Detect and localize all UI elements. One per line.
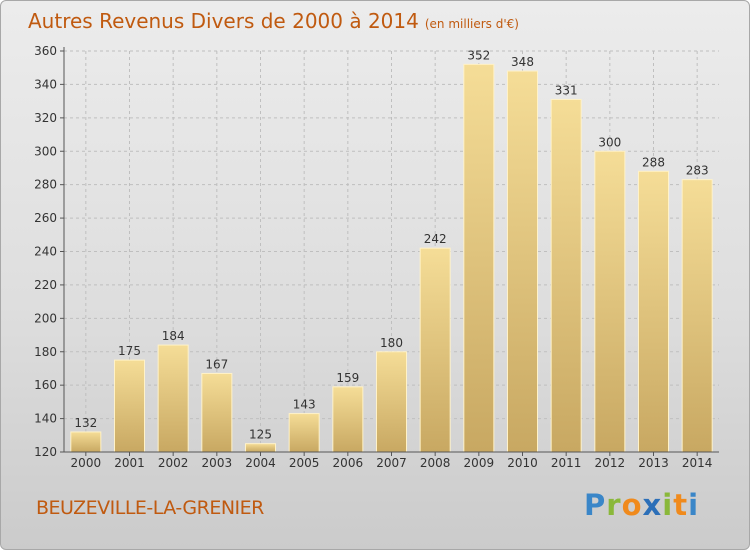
y-tick-label-280: 280: [34, 178, 57, 192]
value-label-2000: 132: [74, 416, 97, 430]
logo-letter-1: r: [606, 488, 622, 522]
value-label-2010: 348: [511, 55, 534, 69]
bar-2005: [288, 413, 320, 453]
bar-2009: [463, 63, 495, 453]
bar-2003: [201, 372, 233, 453]
y-tick-label-240: 240: [34, 245, 57, 259]
chart-title-text: Autres Revenus Divers de 2000 à 2014: [28, 9, 419, 33]
bar-2001: [114, 359, 145, 453]
x-tick-label-2008: 2008: [420, 456, 451, 470]
x-tick-label-2012: 2012: [595, 456, 626, 470]
x-tick-label-2002: 2002: [158, 456, 189, 470]
value-label-2005: 143: [293, 398, 316, 412]
value-label-2001: 175: [118, 344, 141, 358]
bar-2014: [681, 179, 713, 453]
value-label-2012: 300: [598, 135, 621, 149]
y-tick-label-160: 160: [34, 378, 57, 392]
x-tick-label-2009: 2009: [464, 456, 495, 470]
x-tick-label-2000: 2000: [71, 456, 102, 470]
bar-2006: [332, 386, 364, 453]
x-tick-label-2007: 2007: [376, 456, 407, 470]
bar-2012: [594, 150, 626, 453]
chart-subtitle: (en milliers d'€): [424, 17, 519, 31]
y-tick-label-360: 360: [34, 44, 57, 58]
y-tick-label-300: 300: [34, 144, 57, 158]
bar-2007: [376, 351, 407, 453]
logo-letter-0: P: [584, 488, 607, 522]
y-tick-label-260: 260: [34, 211, 57, 225]
bar-2008: [419, 247, 451, 453]
logo-letter-5: t: [673, 488, 689, 522]
value-label-2008: 242: [424, 232, 447, 246]
value-label-2007: 180: [380, 336, 403, 350]
logo-letter-2: o: [621, 488, 643, 522]
x-tick-label-2004: 2004: [245, 456, 276, 470]
x-tick-label-2013: 2013: [638, 456, 669, 470]
y-tick-label-200: 200: [34, 311, 57, 325]
y-tick-label-140: 140: [34, 412, 57, 426]
y-tick-label-340: 340: [34, 77, 57, 91]
bar-2011: [550, 98, 582, 453]
chart-title: Autres Revenus Divers de 2000 à 2014 (en …: [28, 9, 519, 33]
value-label-2009: 352: [467, 48, 490, 62]
logo-letter-4: i: [662, 488, 674, 522]
proxiti-logo: Proxiti: [584, 488, 699, 522]
bar-2000: [70, 431, 102, 453]
logo-letter-6: i: [688, 488, 700, 522]
y-tick-label-320: 320: [34, 111, 57, 125]
bar-2013: [638, 170, 669, 453]
value-label-2004: 125: [249, 428, 272, 442]
y-tick-label-220: 220: [34, 278, 57, 292]
bar-2002: [157, 344, 189, 453]
axes: 120 140 160 180 200 220 240 260 280 300 320 340 360 2…: [34, 44, 719, 470]
x-tick-label-2006: 2006: [333, 456, 364, 470]
value-label-2014: 283: [686, 164, 709, 178]
y-tick-label-120: 120: [34, 445, 57, 459]
x-tick-label-2011: 2011: [551, 456, 582, 470]
x-tick-label-2010: 2010: [507, 456, 538, 470]
bar-2010: [507, 70, 538, 453]
value-label-2013: 288: [642, 155, 665, 169]
value-label-2006: 159: [336, 371, 359, 385]
x-tick-label-2014: 2014: [682, 456, 713, 470]
y-tick-label-180: 180: [34, 345, 57, 359]
bars: 132 175 184 167 125 143 159 180 242 352 348 331 300 2…: [70, 48, 713, 453]
bar-2004: [245, 443, 276, 453]
value-label-2011: 331: [555, 83, 578, 97]
x-tick-label-2005: 2005: [289, 456, 320, 470]
commune-name: BEUZEVILLE-LA-GRENIER: [36, 497, 264, 519]
x-tick-label-2001: 2001: [114, 456, 145, 470]
logo-letter-3: x: [642, 488, 663, 522]
x-tick-label-2003: 2003: [202, 456, 233, 470]
value-label-2002: 184: [162, 329, 185, 343]
value-label-2003: 167: [205, 357, 228, 371]
